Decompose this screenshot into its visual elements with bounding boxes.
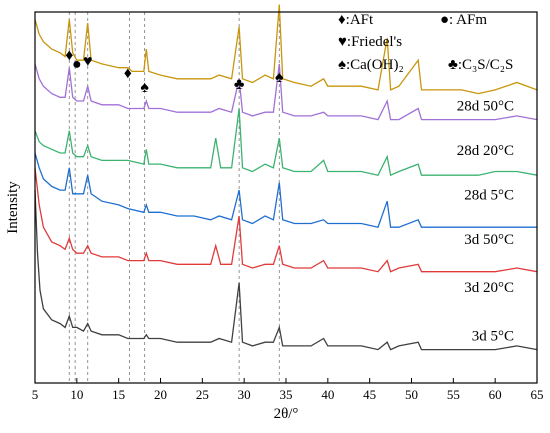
- curve-label: 28d 20°C: [457, 143, 514, 159]
- curve-label: 28d 50°C: [457, 98, 514, 114]
- x-tick-label: 5: [32, 387, 39, 402]
- peak-markers: ♦● ♥♦♠ ♣ ♠: [65, 47, 284, 96]
- peak-marker: ●: [72, 56, 82, 73]
- peak-marker: ♥: [83, 53, 93, 70]
- y-axis-label: Intensity: [5, 181, 21, 234]
- x-tick-label: 20: [154, 387, 167, 402]
- x-tick-label: 40: [321, 387, 334, 402]
- curve-label: 3d 50°C: [464, 232, 514, 248]
- legend-entry: ♦:AFt: [338, 12, 374, 28]
- x-tick-label: 35: [280, 387, 293, 402]
- x-tick-label: 65: [531, 387, 544, 402]
- peak-marker: ♦: [65, 47, 73, 64]
- x-tick-label: 25: [196, 387, 209, 402]
- curve-label: 3d 20°C: [464, 280, 514, 296]
- legend-entry: ●: AFm: [440, 12, 487, 28]
- series-line: [34, 190, 538, 351]
- peak-marker: ♠: [275, 69, 284, 86]
- legend-entry: ♥:Friedel's: [338, 34, 402, 50]
- x-tick-label: 55: [447, 387, 460, 402]
- curve-label: 28d 5°C: [464, 187, 514, 203]
- peak-marker: ♠: [140, 79, 149, 96]
- series-group: [34, 4, 538, 351]
- peak-marker: ♣: [234, 76, 245, 93]
- x-tick-label: 45: [363, 387, 376, 402]
- curve-label: 3d 5°C: [472, 328, 514, 344]
- legend: ♦:AFt ●: AFm ♥:Friedel's ♠:Ca(OH)₂ ♣:C₃S/C₂S: [338, 12, 513, 73]
- series-line: [34, 4, 538, 95]
- series-line: [34, 152, 537, 228]
- series-line: [34, 167, 538, 273]
- legend-entry: ♣:C₃S/C₂S: [448, 57, 513, 73]
- peak-marker: ♦: [124, 65, 132, 82]
- reference-lines: [68, 12, 280, 383]
- x-axis-label: 2θ/°: [274, 406, 299, 422]
- series-line: [34, 63, 538, 121]
- x-tick-label: 10: [70, 387, 83, 402]
- series-line: [34, 108, 538, 177]
- x-tick-label: 60: [489, 387, 502, 402]
- curve-labels: 28d 50°C 28d 20°C 28d 5°C 3d 50°C 3d 20°C 3d …: [457, 98, 514, 344]
- x-tick-label: 15: [112, 387, 125, 402]
- x-axis-ticks: 5 10 15 20 25 30 35 40 45 50 55 60 65: [32, 378, 544, 402]
- x-tick-label: 50: [405, 387, 418, 402]
- legend-entry: ♠:Ca(OH)₂: [338, 57, 404, 73]
- x-tick-label: 30: [238, 387, 251, 402]
